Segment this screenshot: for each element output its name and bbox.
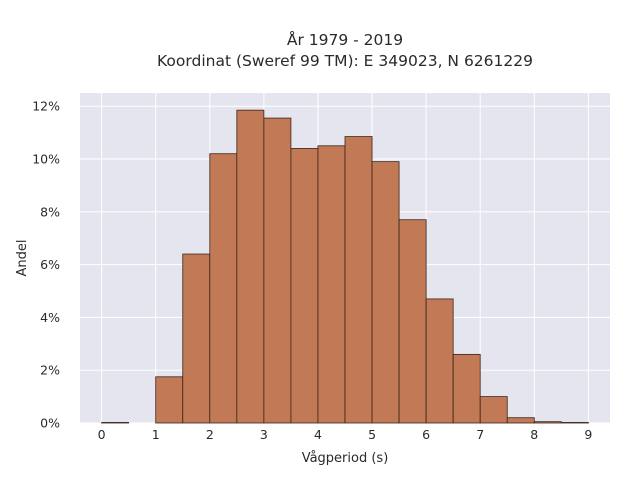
histogram-bar xyxy=(371,161,400,424)
y-axis-ticks: 0% 2% 4% 6% 8% 10% 12% xyxy=(32,99,60,431)
y-axis-label: Andel xyxy=(15,240,30,277)
histogram-bar xyxy=(452,353,481,424)
y-tick-label: 2% xyxy=(40,363,60,378)
x-tick-label: 1 xyxy=(152,427,160,442)
y-tick-label: 0% xyxy=(40,416,60,431)
x-tick-label: 4 xyxy=(314,427,322,442)
histogram-bar xyxy=(182,253,211,424)
histogram-bar xyxy=(560,422,589,424)
histogram-bar xyxy=(317,145,346,424)
histogram-bar xyxy=(344,136,373,424)
histogram-bar xyxy=(506,417,535,424)
x-tick-label: 2 xyxy=(206,427,214,442)
histogram-bar xyxy=(209,153,238,424)
x-tick-label: 8 xyxy=(530,427,538,442)
y-tick-label: 8% xyxy=(40,204,60,219)
x-tick-label: 5 xyxy=(368,427,376,442)
x-tick-label: 0 xyxy=(98,427,106,442)
x-tick-label: 3 xyxy=(260,427,268,442)
histogram-bar xyxy=(155,376,184,424)
chart-title: År 1979 - 2019 xyxy=(287,30,403,49)
x-tick-label: 9 xyxy=(584,427,592,442)
histogram-bar xyxy=(425,298,454,424)
y-tick-label: 10% xyxy=(32,152,60,167)
histogram-bar xyxy=(398,219,427,424)
histogram-bar xyxy=(101,422,130,424)
y-tick-label: 12% xyxy=(32,99,60,114)
x-tick-label: 7 xyxy=(476,427,484,442)
histogram-bar xyxy=(263,117,292,424)
x-tick-label: 6 xyxy=(422,427,430,442)
histogram-bar xyxy=(533,421,562,424)
histogram-bar xyxy=(236,109,265,424)
bars xyxy=(101,109,589,424)
chart-subtitle: Koordinat (Sweref 99 TM): E 349023, N 62… xyxy=(157,52,533,70)
y-tick-label: 6% xyxy=(40,257,60,272)
histogram-bar xyxy=(479,396,508,424)
x-axis-ticks: 0 1 2 3 4 5 6 7 8 9 xyxy=(98,427,593,442)
histogram-bar xyxy=(290,148,319,424)
x-axis-label: Vågperiod (s) xyxy=(302,451,389,466)
y-tick-label: 4% xyxy=(40,310,60,325)
